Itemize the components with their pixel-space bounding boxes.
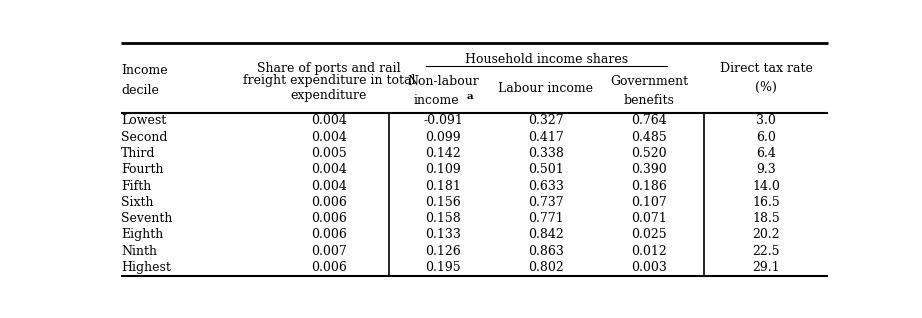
Text: Direct tax rate: Direct tax rate	[720, 62, 812, 75]
Text: 0.802: 0.802	[528, 261, 563, 274]
Text: 0.338: 0.338	[527, 147, 563, 160]
Text: 0.764: 0.764	[632, 114, 667, 128]
Text: Ninth: Ninth	[121, 245, 157, 258]
Text: Sixth: Sixth	[121, 196, 153, 209]
Text: 0.737: 0.737	[528, 196, 563, 209]
Text: Share of ports and rail: Share of ports and rail	[257, 62, 401, 75]
Text: Third: Third	[121, 147, 156, 160]
Text: Fifth: Fifth	[121, 180, 151, 193]
Text: 0.771: 0.771	[528, 212, 563, 225]
Text: 0.004: 0.004	[311, 131, 347, 144]
Text: Lowest: Lowest	[121, 114, 166, 128]
Text: 0.006: 0.006	[311, 212, 347, 225]
Text: 0.007: 0.007	[311, 245, 347, 258]
Text: 0.004: 0.004	[311, 114, 347, 128]
Text: -0.091: -0.091	[423, 114, 463, 128]
Text: 0.012: 0.012	[632, 245, 667, 258]
Text: 0.485: 0.485	[632, 131, 667, 144]
Text: a: a	[467, 92, 473, 101]
Text: Second: Second	[121, 131, 168, 144]
Text: 0.025: 0.025	[632, 228, 667, 241]
Text: Income: Income	[121, 64, 168, 77]
Text: Seventh: Seventh	[121, 212, 172, 225]
Text: 3.0: 3.0	[756, 114, 776, 128]
Text: 0.142: 0.142	[425, 147, 461, 160]
Text: 0.004: 0.004	[311, 180, 347, 193]
Text: 0.126: 0.126	[425, 245, 461, 258]
Text: 22.5: 22.5	[752, 245, 780, 258]
Text: Labour income: Labour income	[498, 82, 593, 95]
Text: 16.5: 16.5	[752, 196, 780, 209]
Text: (%): (%)	[755, 81, 777, 94]
Text: 0.186: 0.186	[631, 180, 667, 193]
Text: Highest: Highest	[121, 261, 171, 274]
Text: 0.195: 0.195	[425, 261, 461, 274]
Text: 0.520: 0.520	[632, 147, 667, 160]
Text: 0.158: 0.158	[425, 212, 461, 225]
Text: Eighth: Eighth	[121, 228, 163, 241]
Text: 0.071: 0.071	[632, 212, 667, 225]
Text: Household income shares: Household income shares	[465, 53, 628, 66]
Text: 9.3: 9.3	[756, 163, 776, 176]
Text: 0.133: 0.133	[425, 228, 461, 241]
Text: 0.107: 0.107	[632, 196, 667, 209]
Text: 0.327: 0.327	[528, 114, 563, 128]
Text: 0.501: 0.501	[528, 163, 563, 176]
Text: 6.0: 6.0	[756, 131, 776, 144]
Text: Non-labour: Non-labour	[408, 74, 479, 87]
Text: 0.842: 0.842	[528, 228, 563, 241]
Text: income: income	[413, 94, 459, 107]
Text: 0.633: 0.633	[527, 180, 563, 193]
Text: 0.109: 0.109	[425, 163, 461, 176]
Text: 20.2: 20.2	[752, 228, 780, 241]
Text: 0.006: 0.006	[311, 196, 347, 209]
Text: 14.0: 14.0	[752, 180, 780, 193]
Text: 0.863: 0.863	[527, 245, 563, 258]
Text: Fourth: Fourth	[121, 163, 163, 176]
Text: 0.390: 0.390	[632, 163, 667, 176]
Text: 0.005: 0.005	[311, 147, 347, 160]
Text: benefits: benefits	[623, 94, 675, 107]
Text: 18.5: 18.5	[752, 212, 780, 225]
Text: Government: Government	[610, 74, 688, 87]
Text: 0.003: 0.003	[631, 261, 667, 274]
Text: 0.006: 0.006	[311, 228, 347, 241]
Text: 0.181: 0.181	[425, 180, 461, 193]
Text: expenditure: expenditure	[290, 89, 367, 101]
Text: freight expenditure in total: freight expenditure in total	[242, 74, 415, 87]
Text: 0.006: 0.006	[311, 261, 347, 274]
Text: decile: decile	[121, 84, 159, 97]
Text: 0.417: 0.417	[528, 131, 563, 144]
Text: 0.099: 0.099	[425, 131, 461, 144]
Text: 6.4: 6.4	[756, 147, 776, 160]
Text: 29.1: 29.1	[752, 261, 780, 274]
Text: 0.004: 0.004	[311, 163, 347, 176]
Text: 0.156: 0.156	[425, 196, 461, 209]
